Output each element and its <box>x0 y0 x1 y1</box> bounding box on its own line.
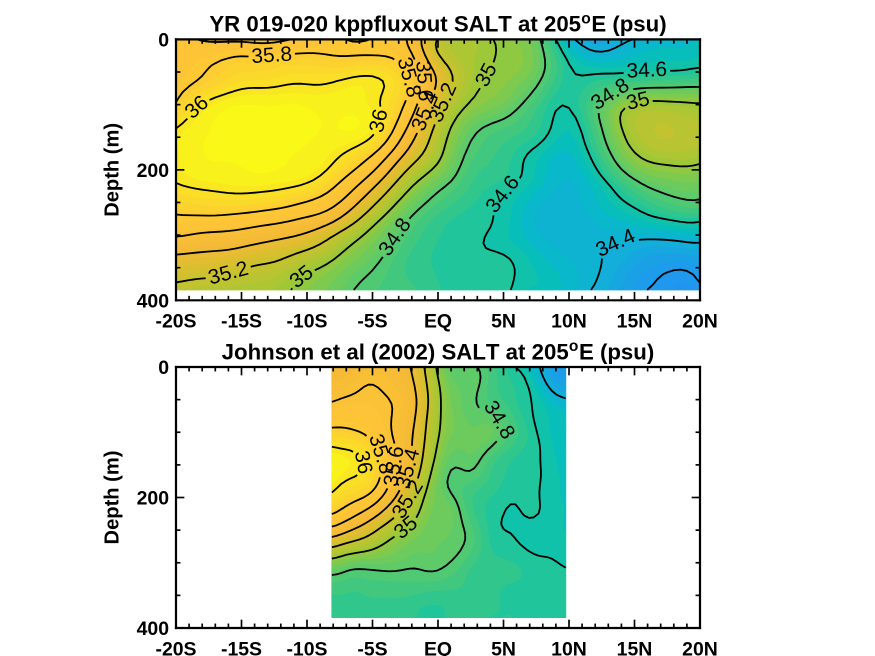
svg-text:-15S: -15S <box>221 311 262 333</box>
svg-text:EQ: EQ <box>424 638 452 656</box>
svg-text:35.6: 35.6 <box>411 60 437 102</box>
svg-text:Depth (m): Depth (m) <box>102 451 124 545</box>
svg-text:-15S: -15S <box>221 638 262 656</box>
svg-text:10N: 10N <box>551 638 587 656</box>
svg-text:20N: 20N <box>682 311 718 333</box>
svg-text:20N: 20N <box>682 638 718 656</box>
svg-text:-20S: -20S <box>155 638 196 656</box>
svg-text:400: 400 <box>137 290 170 312</box>
svg-text:-10S: -10S <box>286 638 327 656</box>
svg-text:36: 36 <box>350 449 377 476</box>
svg-text:-20S: -20S <box>155 311 196 333</box>
svg-text:Depth (m): Depth (m) <box>102 123 124 217</box>
svg-text:Y R 0: Y R 0 1 9 - 0 2 0 k p p f l u x o u t S … <box>209 10 673 36</box>
svg-text:EQ: EQ <box>424 311 452 333</box>
svg-text:-5S: -5S <box>357 638 387 656</box>
svg-text:200: 200 <box>137 160 170 182</box>
svg-text:10N: 10N <box>551 311 587 333</box>
svg-text:15N: 15N <box>617 638 653 656</box>
svg-text:J o h n: J o h n s o n e t a l ( 2 0 0 2 ) S A L … <box>222 338 661 364</box>
svg-text:200: 200 <box>137 488 170 510</box>
svg-text:400: 400 <box>137 618 170 640</box>
svg-text:-5S: -5S <box>357 311 387 333</box>
svg-text:15N: 15N <box>617 311 653 333</box>
svg-text:0: 0 <box>158 357 169 379</box>
svg-text:35: 35 <box>624 87 652 115</box>
svg-text:5N: 5N <box>491 638 516 656</box>
svg-text:34.6: 34.6 <box>626 58 668 83</box>
svg-text:0: 0 <box>158 29 169 51</box>
svg-text:36: 36 <box>365 107 393 135</box>
svg-text:5N: 5N <box>491 311 516 333</box>
svg-text:-10S: -10S <box>286 311 327 333</box>
svg-text:35.8: 35.8 <box>251 42 293 68</box>
